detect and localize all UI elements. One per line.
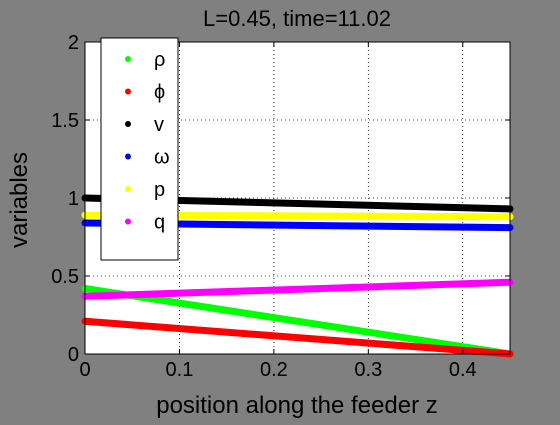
legend-marker-1 [125,56,131,62]
legend-label-5: p [154,179,165,201]
legend-label-1: ρ [154,49,165,71]
x-tick-label: 0.1 [166,359,194,381]
legend-label-3: v [154,114,164,136]
y-tick-label: 2 [68,32,79,54]
legend-label-2: ϕ [154,82,165,104]
x-tick-label: 0 [79,359,90,381]
x-tick-label: 0.2 [260,359,288,381]
grid [85,42,510,354]
legend-label-6: q [154,212,165,234]
legend-marker-3 [125,121,131,127]
legend-marker-5 [125,186,131,192]
legend-box [100,37,179,261]
x-tick-label: 0.3 [354,359,382,381]
x-tick-label: 0.4 [449,359,477,381]
series-line-1 [81,284,514,358]
y-tick-label: 0 [68,344,79,366]
y-axis-label: variables [6,152,33,248]
legend-marker-6 [125,218,131,225]
y-tick-label: 1 [68,188,79,210]
chart-title: L=0.45, time=11.02 [203,6,391,31]
series-line-2 [81,317,514,358]
ticks: 0 0.1 0.2 0.3 0.4 0 0.5 1 1.5 2 [51,32,510,381]
legend-marker-4 [125,153,131,160]
series-line-6 [81,278,514,300]
y-tick-label: 0.5 [51,266,79,288]
legend-marker-2 [125,88,131,95]
x-axis-label: position along the feeder z [156,392,438,419]
y-tick-label: 1.5 [51,110,79,132]
legend-label-4: ω [154,147,170,169]
